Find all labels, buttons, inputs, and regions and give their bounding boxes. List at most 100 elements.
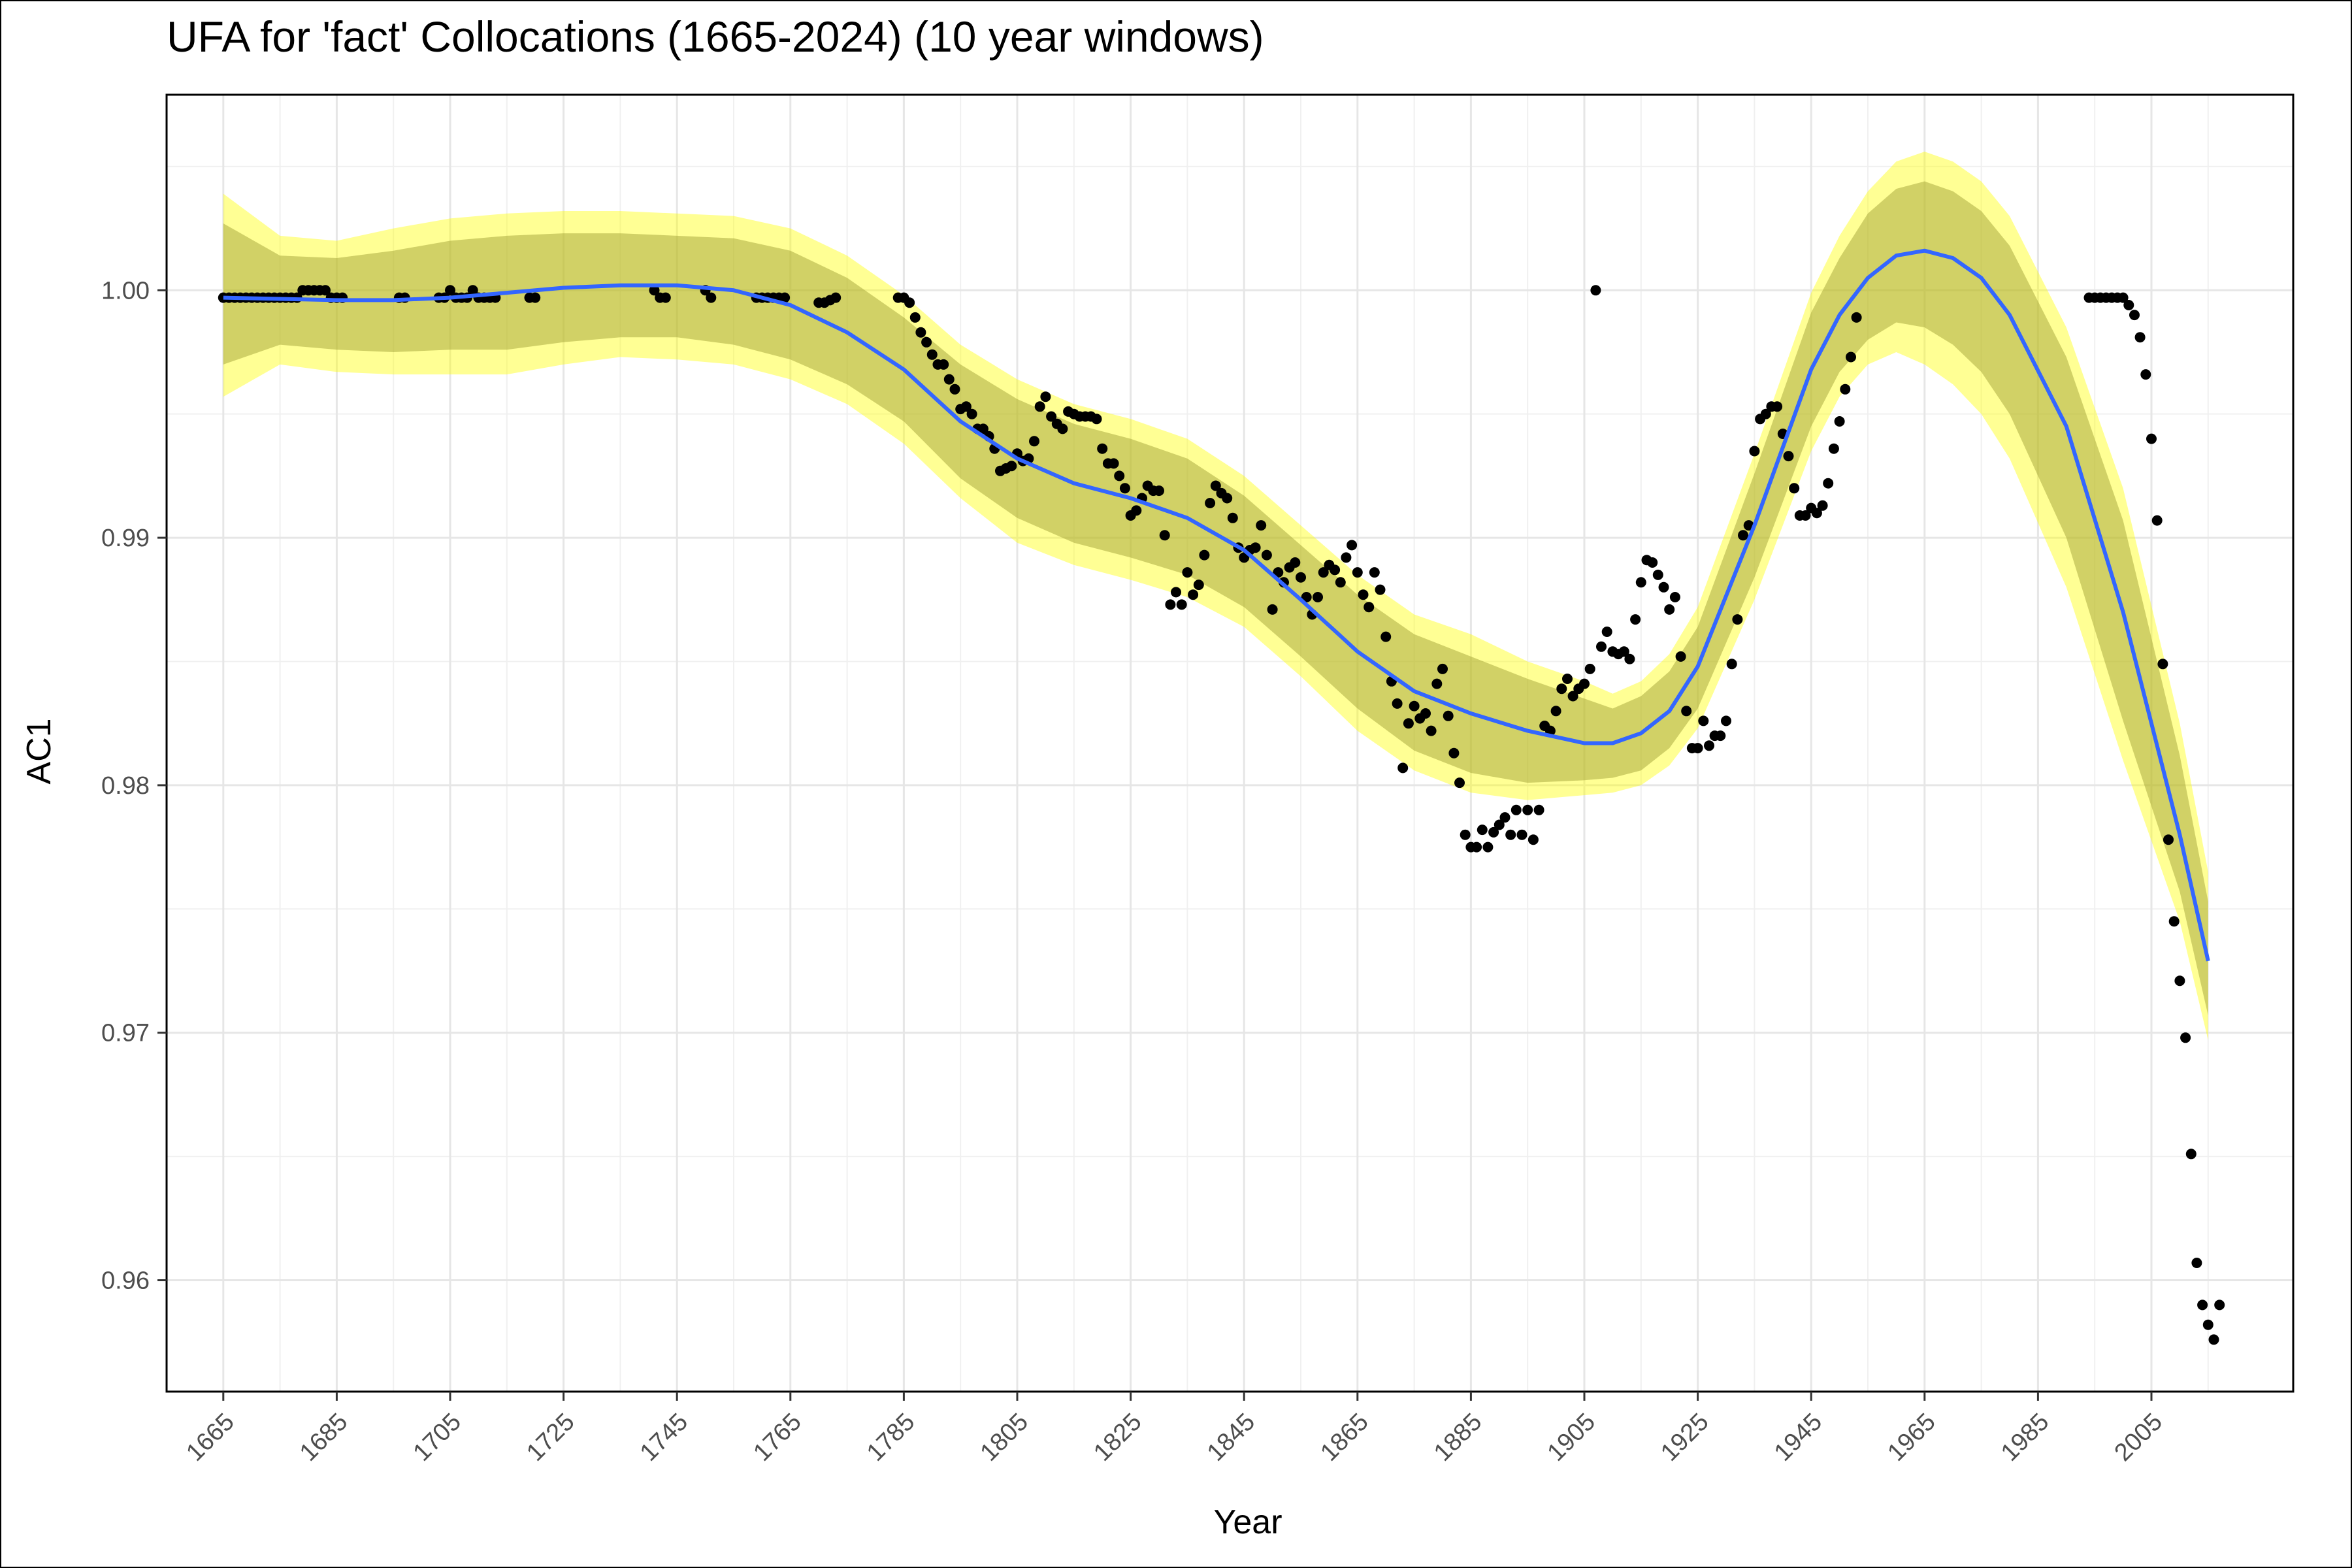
data-point xyxy=(1647,557,1658,568)
x-tick-label: 1865 xyxy=(1315,1408,1373,1466)
data-point xyxy=(960,401,972,412)
data-point xyxy=(1635,577,1646,588)
data-point xyxy=(1165,599,1176,610)
x-tick-label: 1745 xyxy=(635,1408,693,1466)
data-point xyxy=(1296,572,1306,583)
plot-panel-border xyxy=(165,93,2295,1393)
data-point xyxy=(1358,589,1369,600)
data-point xyxy=(938,359,949,370)
data-point xyxy=(1261,549,1272,561)
data-point xyxy=(1171,587,1181,598)
x-tick-label: 1665 xyxy=(181,1408,239,1466)
data-point xyxy=(949,384,960,395)
data-point xyxy=(445,285,455,296)
data-point xyxy=(1397,762,1409,774)
data-point xyxy=(966,408,977,419)
data-point xyxy=(1704,740,1714,751)
data-point xyxy=(320,285,331,296)
data-point xyxy=(779,292,791,303)
data-point xyxy=(1188,589,1199,600)
y-tick-label: 1.00 xyxy=(101,277,150,304)
data-point xyxy=(2168,916,2180,927)
y-tick-label: 0.96 xyxy=(101,1267,150,1295)
data-point xyxy=(1034,401,1045,412)
x-tick-label: 1925 xyxy=(1656,1408,1714,1466)
data-point xyxy=(1726,659,1737,670)
y-tick-label: 0.97 xyxy=(101,1020,150,1047)
data-point xyxy=(1618,646,1629,657)
data-point xyxy=(1108,458,1119,469)
x-tick-label: 2005 xyxy=(2110,1408,2168,1466)
data-point xyxy=(1347,540,1358,551)
data-point xyxy=(1154,485,1164,497)
data-point xyxy=(1199,549,1210,561)
data-point xyxy=(1738,530,1748,541)
data-point xyxy=(1114,470,1125,482)
data-point xyxy=(1352,567,1363,578)
data-point xyxy=(1091,414,1102,425)
data-point xyxy=(1341,552,1352,563)
data-point xyxy=(1851,312,1862,323)
data-point xyxy=(2163,834,2174,845)
data-point xyxy=(1511,804,1522,815)
data-point xyxy=(943,374,955,385)
data-point xyxy=(1732,614,1743,625)
data-point xyxy=(904,297,915,308)
data-point xyxy=(1227,512,1238,523)
data-point xyxy=(1658,581,1669,593)
data-point xyxy=(1437,663,1448,674)
data-point xyxy=(926,349,938,360)
x-tick-label: 1765 xyxy=(748,1408,806,1466)
data-point xyxy=(1533,804,1544,815)
data-point xyxy=(1006,461,1017,472)
data-point xyxy=(1789,483,1800,494)
data-point xyxy=(1698,715,1709,727)
data-point xyxy=(1579,678,1590,689)
data-point xyxy=(1403,718,1414,729)
data-point xyxy=(2174,975,2185,987)
data-point xyxy=(1364,602,1375,613)
data-point xyxy=(1562,674,1573,684)
data-point xyxy=(2134,332,2146,343)
data-point xyxy=(1811,508,1822,519)
data-point xyxy=(2208,1334,2219,1345)
data-point xyxy=(1669,592,1680,602)
data-point xyxy=(1443,710,1454,721)
data-point xyxy=(915,327,926,338)
data-point xyxy=(2180,1032,2191,1043)
data-point xyxy=(1250,542,1261,553)
data-point xyxy=(909,312,921,323)
data-point xyxy=(1420,708,1431,719)
x-tick-label: 1845 xyxy=(1202,1408,1260,1466)
data-point xyxy=(977,423,988,434)
x-tick-label: 1985 xyxy=(1996,1408,2054,1466)
data-point xyxy=(2123,300,2134,310)
x-tick-label: 1825 xyxy=(1088,1408,1147,1466)
x-tick-label: 1945 xyxy=(1769,1408,1827,1466)
x-tick-label: 1725 xyxy=(521,1408,580,1466)
data-point xyxy=(2157,659,2168,670)
data-point xyxy=(2185,1149,2197,1160)
data-point xyxy=(830,292,841,303)
data-point xyxy=(1772,401,1783,412)
data-point xyxy=(1516,829,1527,840)
data-point xyxy=(1584,663,1595,674)
data-point xyxy=(649,285,660,296)
data-point xyxy=(1256,520,1267,531)
data-point xyxy=(1823,478,1834,489)
data-point xyxy=(1454,777,1465,789)
data-point xyxy=(1567,691,1578,702)
data-point xyxy=(1369,567,1380,578)
data-point xyxy=(1840,384,1851,395)
data-point xyxy=(1664,604,1675,615)
data-point xyxy=(1527,834,1539,845)
data-point xyxy=(1760,408,1771,419)
data-point xyxy=(1846,351,1856,363)
data-point xyxy=(1131,505,1142,516)
data-point xyxy=(2214,1299,2225,1311)
data-point xyxy=(1097,443,1108,454)
data-point xyxy=(1721,715,1731,727)
data-point xyxy=(1477,825,1488,836)
data-point xyxy=(1828,443,1839,454)
